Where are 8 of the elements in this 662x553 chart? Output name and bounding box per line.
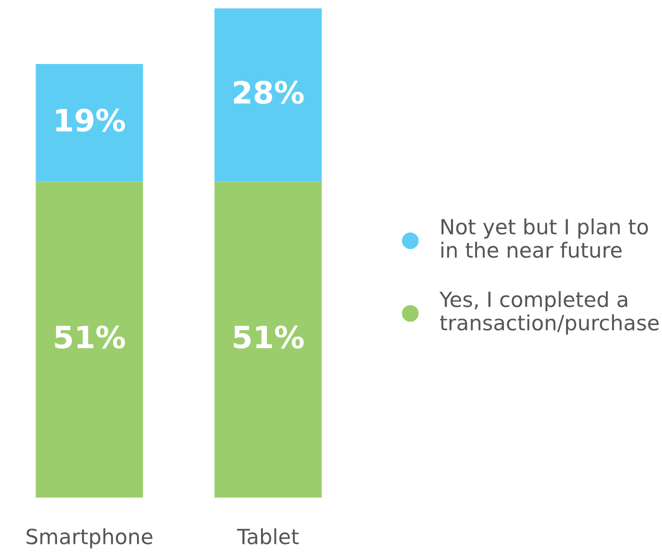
data-label: 28%: [234, 80, 304, 104]
legend-label: Not yet but I plan to in the near future: [441, 218, 648, 258]
x-tick-label: Smartphone: [26, 528, 152, 548]
data-label: 51%: [234, 325, 304, 349]
data-label: 19%: [56, 108, 125, 132]
x-tick-label: Tablet: [237, 528, 299, 544]
data-label: 51%: [55, 325, 125, 349]
legend-label: Yes, I completed a transaction/purchase: [439, 291, 659, 335]
